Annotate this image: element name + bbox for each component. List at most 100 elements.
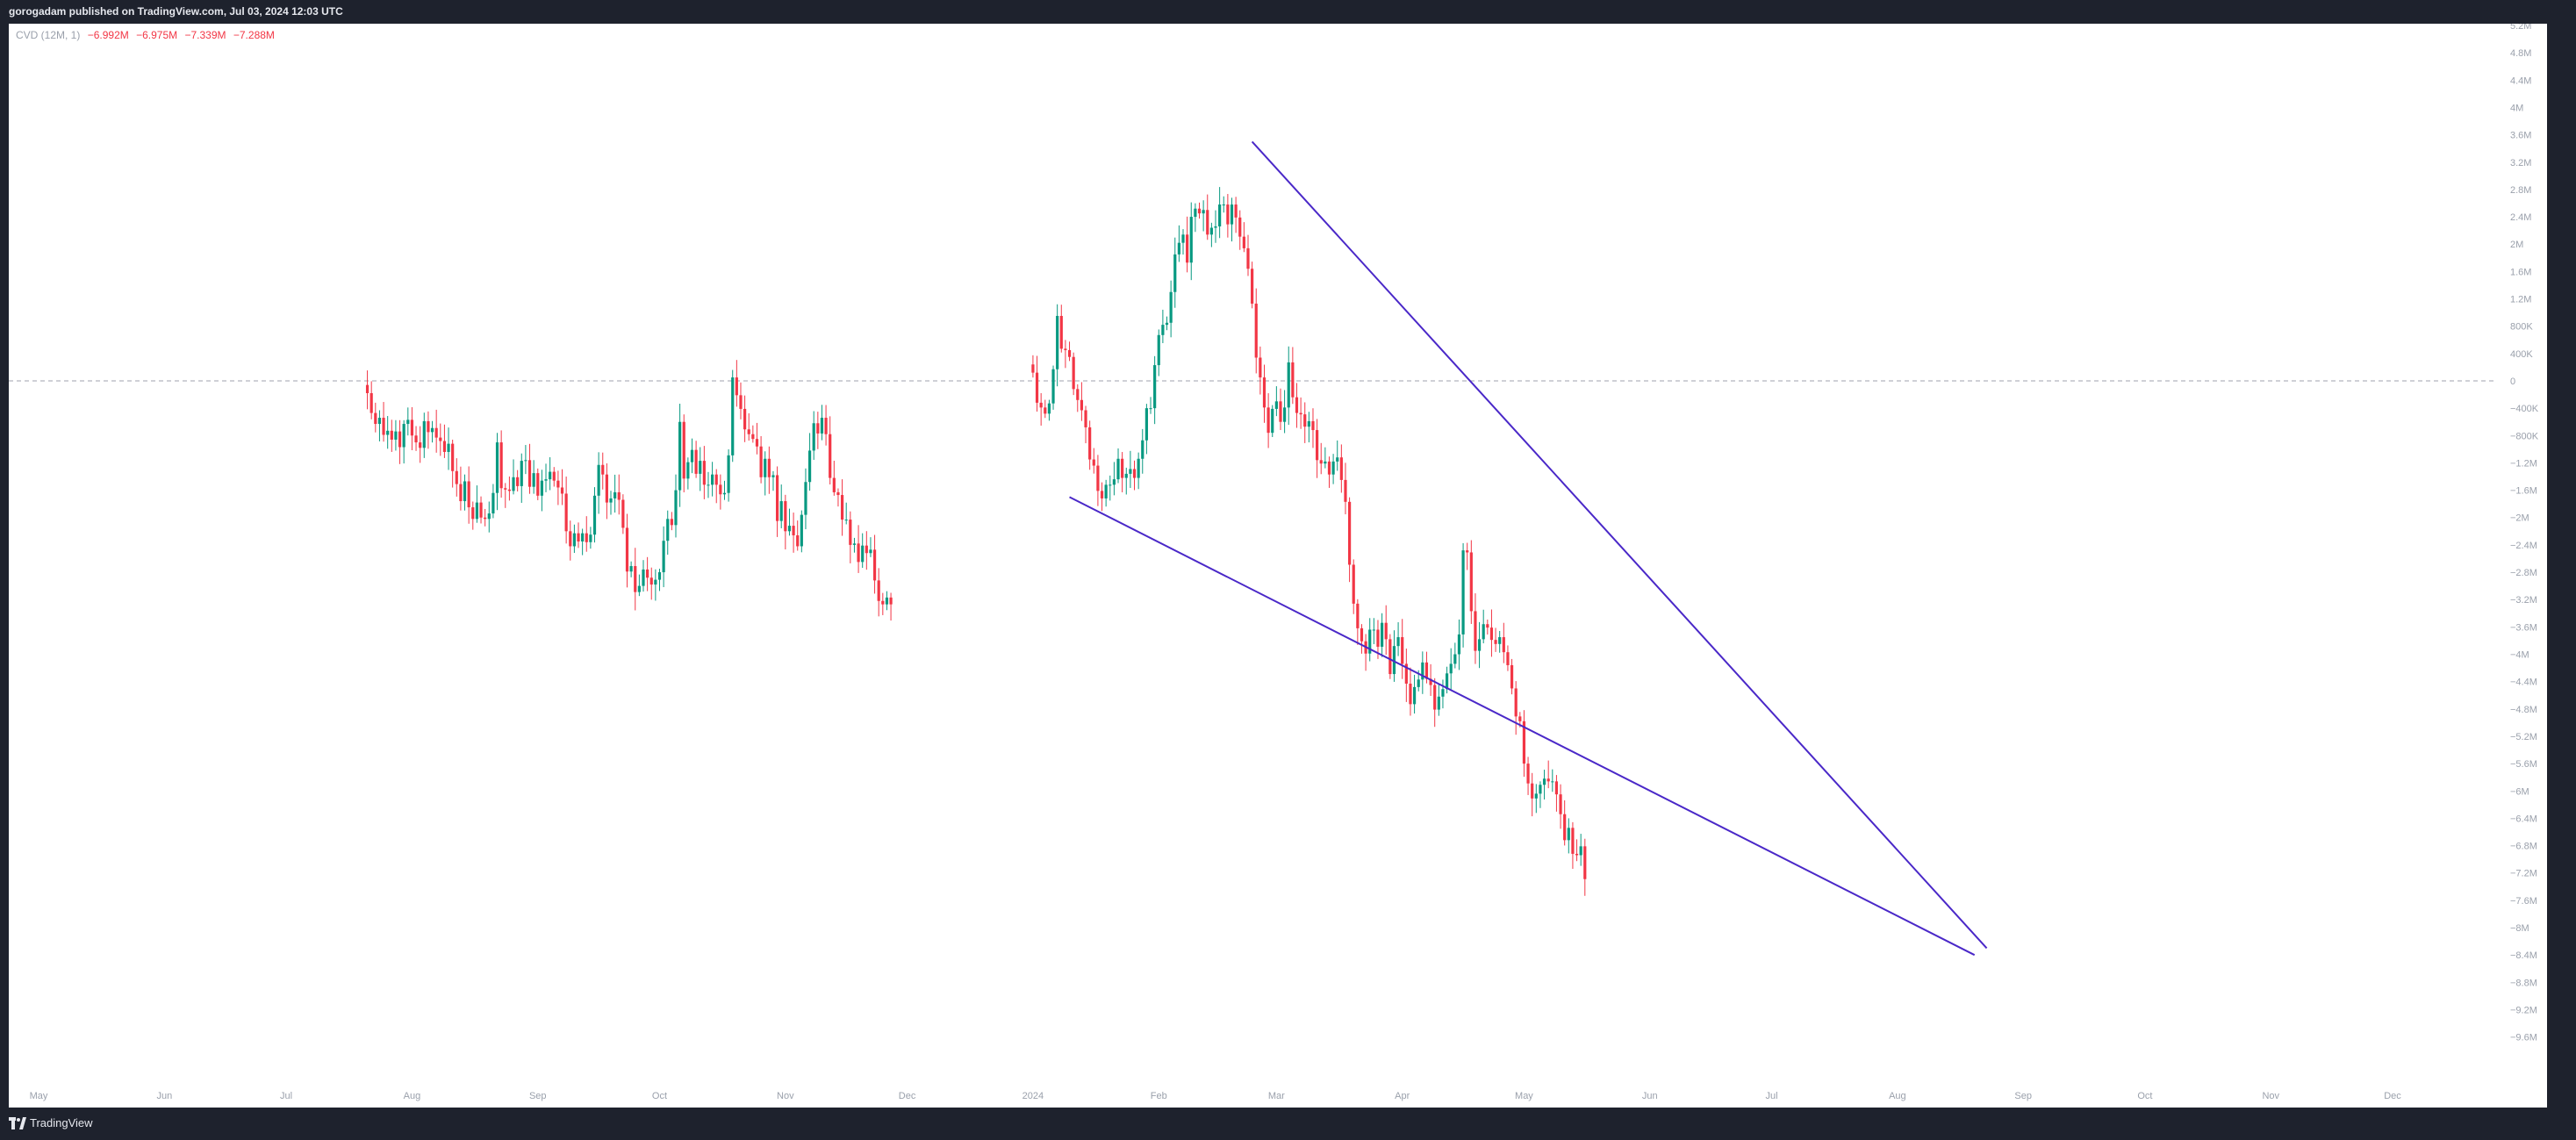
candle-body <box>1417 679 1420 687</box>
footer-bar: TradingView <box>0 1108 2576 1140</box>
candle-body <box>1116 458 1120 480</box>
candle-body <box>1271 408 1274 434</box>
candle-body <box>849 520 852 545</box>
candle-body <box>552 471 556 481</box>
candle-body <box>1433 685 1437 710</box>
candle-body <box>621 499 625 528</box>
y-tick-label: 4.4M <box>2510 75 2531 86</box>
candle-body <box>422 420 426 448</box>
candle-body <box>410 419 414 436</box>
candle-body <box>779 501 783 521</box>
candle-body <box>796 534 800 547</box>
candle-body <box>747 429 750 434</box>
candle-body <box>654 579 657 585</box>
candle-body <box>463 481 467 502</box>
y-tick-label: −5.2M <box>2510 732 2537 742</box>
candle-body <box>711 474 714 485</box>
candle-body <box>1144 408 1148 441</box>
x-tick-label: Sep <box>2014 1091 2032 1101</box>
x-tick-label: Feb <box>1151 1091 1167 1101</box>
candle-body <box>617 491 621 500</box>
candle-body <box>759 446 763 477</box>
footer-brand[interactable]: TradingView <box>30 1116 93 1129</box>
candle-body <box>1279 401 1282 422</box>
publisher-info: gorogadam published on TradingView.com, … <box>9 5 343 18</box>
cvd-chart[interactable]: 5.2M 4.8M 4.4M 4M 3.6M 3.2M 2.8M 2.4M 2M 1.6M 1.2M… <box>9 24 2547 1108</box>
candle-body <box>694 449 698 474</box>
candle-body <box>1226 204 1230 225</box>
candle-body <box>1242 236 1245 248</box>
candle-body <box>609 498 613 503</box>
candle-body <box>512 477 515 491</box>
candle-body <box>1197 208 1202 214</box>
y-tick-label: −6.4M <box>2510 814 2537 824</box>
candle-body <box>1514 688 1518 717</box>
candle-body <box>1287 362 1290 408</box>
legend-high: −6.975M <box>136 29 178 41</box>
candle-body <box>592 495 597 535</box>
y-tick-label: 400K <box>2510 349 2533 360</box>
candle-body <box>1571 828 1575 854</box>
candle-body <box>1214 226 1217 228</box>
candle-body <box>1064 348 1067 350</box>
x-tick-label: Jul <box>280 1091 292 1101</box>
candle-body <box>1291 362 1295 398</box>
candle-body <box>1051 369 1055 404</box>
candle-body <box>1044 407 1047 414</box>
candle-body <box>507 489 511 491</box>
candle-body <box>484 517 487 520</box>
candle-body <box>419 442 422 448</box>
header-bar: gorogadam published on TradingView.com, … <box>0 0 2576 24</box>
candle-body <box>1344 479 1347 502</box>
candle-body <box>370 392 373 413</box>
tradingview-logo-icon[interactable] <box>9 1117 26 1129</box>
candle-body <box>549 471 552 480</box>
y-tick-label: 3.6M <box>2510 131 2531 141</box>
candle-body <box>492 492 495 514</box>
y-tick-label: 4.8M <box>2510 48 2531 59</box>
candle-body <box>495 442 499 493</box>
legend-close: −7.288M <box>233 29 275 41</box>
candle-body <box>1526 764 1530 784</box>
candle-body <box>1206 210 1209 235</box>
candle-body <box>767 458 771 477</box>
candle-body <box>792 526 795 535</box>
candle-body <box>1546 778 1550 782</box>
candle-body <box>1360 627 1364 642</box>
candle-body <box>564 493 568 532</box>
candle-body <box>377 418 382 425</box>
candle-body <box>1137 458 1140 478</box>
candle-body <box>1088 427 1092 460</box>
candle-body <box>1404 663 1408 684</box>
x-tick-label: Oct <box>2137 1091 2152 1101</box>
candle-body <box>755 439 759 447</box>
candle-body <box>390 430 393 440</box>
candle-body <box>1327 461 1331 475</box>
candle-body <box>459 484 463 502</box>
candle-body <box>1072 356 1075 390</box>
candle-body <box>365 384 370 393</box>
candle-body <box>1161 325 1165 335</box>
y-tick-label: −6M <box>2510 786 2529 797</box>
candle-body <box>1502 637 1505 653</box>
chart-area[interactable]: 5.2M 4.8M 4.4M 4M 3.6M 3.2M 2.8M 2.4M 2M 1.6M 1.2M… <box>9 24 2547 1108</box>
candle-body <box>764 458 767 477</box>
candle-body <box>877 580 880 601</box>
candle-body <box>1424 662 1429 679</box>
candle-body <box>540 480 543 496</box>
candle-body <box>1149 408 1152 410</box>
candle-body <box>1230 204 1234 225</box>
candle-body <box>1453 654 1457 664</box>
candle-body <box>1234 204 1238 218</box>
candle-body <box>1259 357 1262 378</box>
candle-body <box>1457 634 1461 655</box>
x-tick-label: Nov <box>777 1091 794 1101</box>
candle-body <box>787 526 792 532</box>
candle-body <box>1283 407 1287 422</box>
y-tick-label: 1.6M <box>2510 267 2531 277</box>
candle-body <box>382 418 385 435</box>
candle-body <box>1132 469 1137 478</box>
candle-body <box>1109 484 1112 486</box>
candle-body <box>427 420 430 433</box>
candle-body <box>1324 461 1327 464</box>
